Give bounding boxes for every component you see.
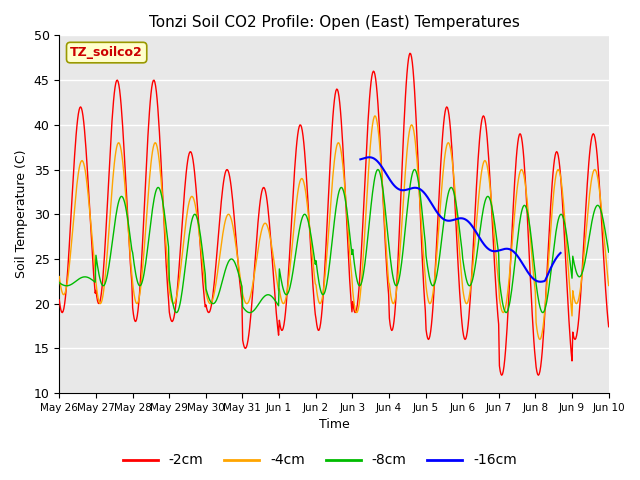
Text: TZ_soilco2: TZ_soilco2: [70, 46, 143, 59]
Legend: -2cm, -4cm, -8cm, -16cm: -2cm, -4cm, -8cm, -16cm: [118, 448, 522, 473]
Title: Tonzi Soil CO2 Profile: Open (East) Temperatures: Tonzi Soil CO2 Profile: Open (East) Temp…: [148, 15, 520, 30]
Y-axis label: Soil Temperature (C): Soil Temperature (C): [15, 150, 28, 278]
X-axis label: Time: Time: [319, 419, 349, 432]
